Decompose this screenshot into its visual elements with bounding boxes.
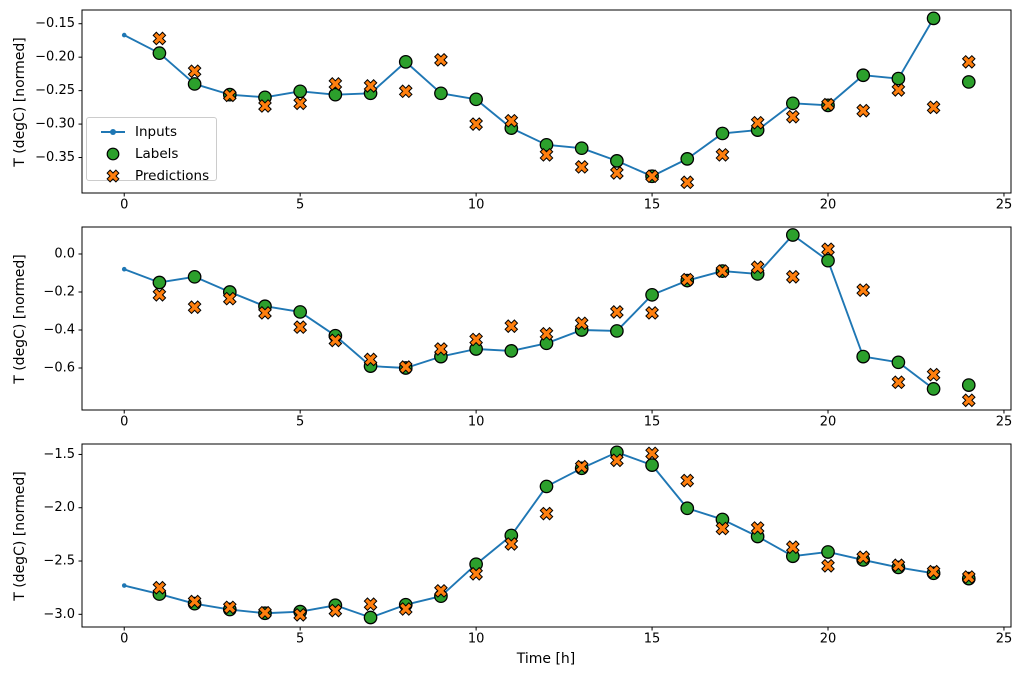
labels-circle-icon xyxy=(100,147,126,161)
y-tick-label: −0.25 xyxy=(35,83,75,98)
x-tick-label: 10 xyxy=(468,197,485,212)
x-tick-label: 5 xyxy=(296,197,304,212)
y-tick-label: −0.4 xyxy=(43,322,75,337)
y-tick-label: −3.0 xyxy=(43,607,75,622)
y-tick-label: −2.5 xyxy=(43,554,75,569)
legend: Inputs Labels Predictions xyxy=(86,117,217,184)
y-axis-ticks: −1.5 −2.0 −2.5 −3.0 xyxy=(43,447,82,622)
y-tick-label: −1.5 xyxy=(43,447,75,462)
labels-markers xyxy=(152,445,976,625)
y-tick-label: −0.30 xyxy=(35,117,75,132)
y-axis-ticks: −0.15 −0.20 −0.25 −0.30 −0.35 xyxy=(35,16,82,165)
x-tick-label: 5 xyxy=(296,414,304,429)
subplot-middle: 0.0 −0.2 −0.4 −0.6 0 5 10 15 20 25 xyxy=(43,226,1012,429)
inputs-line-icon xyxy=(100,125,126,139)
inputs-markers xyxy=(121,16,936,179)
x-tick-label: 10 xyxy=(468,631,485,646)
y-tick-label: 0.0 xyxy=(54,246,75,261)
y-axis-label-middle: T (degC) [normed] xyxy=(12,253,28,384)
x-tick-label: 25 xyxy=(996,414,1013,429)
x-tick-label: 20 xyxy=(820,414,837,429)
x-axis-ticks: 0 5 10 15 20 25 xyxy=(120,627,1012,646)
x-axis-ticks: 0 5 10 15 20 25 xyxy=(120,193,1012,212)
x-tick-label: 15 xyxy=(644,197,661,212)
y-axis-label-top: T (degC) [normed] xyxy=(12,36,28,167)
axes-frame xyxy=(81,443,1012,628)
inputs-line xyxy=(123,17,935,178)
y-tick-label: −0.15 xyxy=(35,16,75,31)
predictions-markers xyxy=(152,446,976,622)
legend-label-labels: Labels xyxy=(135,146,179,162)
inputs-markers xyxy=(121,450,936,620)
x-axis-ticks: 0 5 10 15 20 25 xyxy=(120,410,1012,429)
inputs-line xyxy=(124,451,934,619)
y-tick-label: −0.20 xyxy=(35,50,75,65)
predictions-x-icon xyxy=(100,169,126,183)
predictions-markers xyxy=(152,242,976,408)
x-tick-label: 25 xyxy=(996,197,1013,212)
x-tick-label: 15 xyxy=(644,631,661,646)
x-tick-label: 5 xyxy=(296,631,304,646)
inputs-markers xyxy=(121,232,936,392)
legend-item-predictions: Predictions xyxy=(100,165,216,187)
predictions-markers xyxy=(152,31,976,190)
subplot-top: −0.15 −0.20 −0.25 −0.30 −0.35 0 5 10 15 20 25 xyxy=(35,9,1012,212)
y-axis-ticks: 0.0 −0.2 −0.4 −0.6 xyxy=(43,246,82,376)
legend-label-predictions: Predictions xyxy=(135,168,210,184)
axes-frame xyxy=(81,9,1012,194)
axes-frame xyxy=(81,226,1012,411)
labels-markers xyxy=(152,228,976,396)
x-tick-label: 20 xyxy=(820,197,837,212)
x-tick-label: 20 xyxy=(820,631,837,646)
y-tick-label: −2.0 xyxy=(43,500,75,515)
inputs-line xyxy=(123,234,935,390)
legend-item-labels: Labels xyxy=(100,143,216,165)
x-tick-label: 10 xyxy=(468,414,485,429)
labels-markers xyxy=(152,11,976,184)
x-tick-label: 0 xyxy=(120,197,128,212)
legend-label-inputs: Inputs xyxy=(135,124,177,140)
x-tick-label: 25 xyxy=(996,631,1013,646)
y-tick-label: −0.2 xyxy=(43,284,75,299)
legend-item-inputs: Inputs xyxy=(100,121,216,143)
y-axis-label-bottom: T (degC) [normed] xyxy=(12,470,28,601)
x-tick-label: 0 xyxy=(120,631,128,646)
y-tick-label: −0.35 xyxy=(35,150,75,165)
x-axis-label: Time [h] xyxy=(516,651,576,667)
x-tick-label: 0 xyxy=(120,414,128,429)
subplot-bottom: −1.5 −2.0 −2.5 −3.0 0 5 10 15 20 25 xyxy=(43,443,1012,646)
x-tick-label: 15 xyxy=(644,414,661,429)
y-tick-label: −0.6 xyxy=(43,361,75,376)
